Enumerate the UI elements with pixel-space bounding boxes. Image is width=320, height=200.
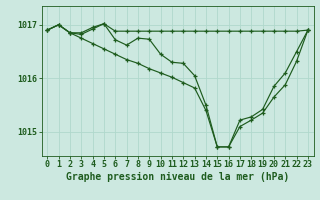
X-axis label: Graphe pression niveau de la mer (hPa): Graphe pression niveau de la mer (hPa) [66,172,289,182]
